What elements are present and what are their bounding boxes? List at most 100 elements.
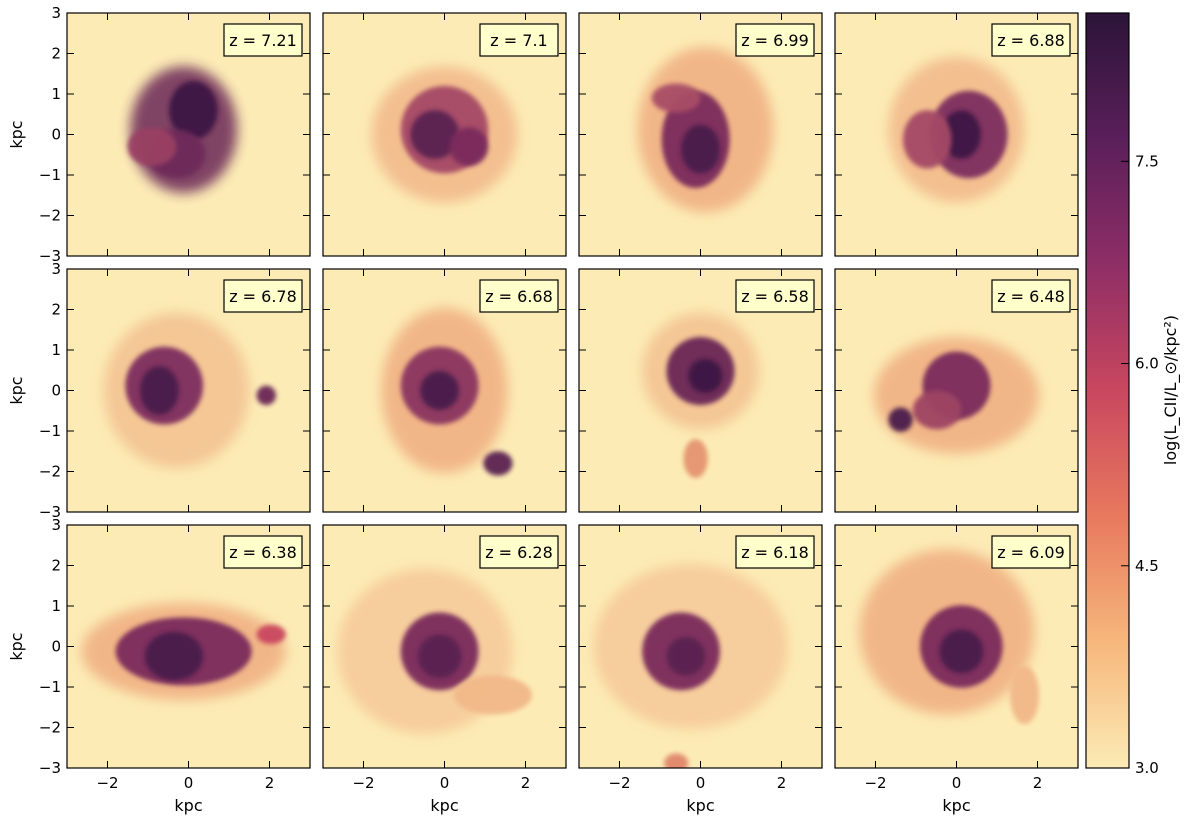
galaxy-emission: [642, 312, 759, 478]
colorbar-tick-label: 7.5: [1135, 152, 1159, 170]
emission-blob: [127, 127, 177, 167]
y-tick-label: −1: [39, 166, 61, 184]
x-tick-label: −2: [352, 774, 374, 792]
x-tick-label: −2: [96, 774, 118, 792]
y-tick-label: 2: [51, 557, 61, 575]
emission-blob: [139, 366, 179, 415]
emission-blob: [651, 83, 701, 113]
galaxy-emission: [103, 312, 276, 469]
galaxy-emission: [381, 307, 513, 476]
redshift-label-box: [735, 535, 815, 569]
y-axis-label: kpc: [7, 376, 26, 404]
galaxy-emission: [593, 563, 788, 768]
y-tick-label: 0: [51, 382, 61, 400]
colorbar-ticks: 3.0 4.5 6.0 7.5: [1121, 152, 1159, 777]
galaxy-emission: [873, 337, 1040, 454]
redshift-label-box: [735, 279, 815, 313]
colorbar-tick-label: 6.0: [1135, 355, 1159, 373]
y-axis-label: kpc: [7, 632, 26, 660]
panel-8: z = 6.48: [834, 268, 1079, 513]
y-tick-label: 3: [51, 260, 61, 278]
redshift-label: z = 6.28: [485, 543, 553, 562]
galaxy-emission: [371, 66, 518, 203]
y-tick-label: −2: [39, 719, 61, 737]
emission-blob: [417, 634, 462, 679]
panel-grid: z = 7.21 −3 −2 −1 0 1 2 3 kpc z = 7.1 z = 6.99 z = …: [7, 4, 1079, 815]
emission-blob: [888, 407, 913, 432]
panel-11: z = 6.18 −2 0 2 kpc: [578, 524, 823, 815]
x-tick-label: −2: [608, 774, 630, 792]
panel-5: z = 6.78 −3 −2 −1 0 1 2 3 kpc: [7, 260, 311, 521]
x-axis-label: kpc: [686, 796, 714, 815]
y-tick-label: −3: [39, 759, 61, 777]
x-tick-label: 2: [1033, 774, 1043, 792]
x-tick-label: 0: [184, 774, 194, 792]
panel-2: z = 7.1: [322, 12, 567, 257]
panel-6: z = 6.68: [322, 268, 567, 513]
panel-3: z = 6.99: [578, 12, 823, 257]
y-tick-label: −3: [39, 503, 61, 521]
redshift-label: z = 6.88: [997, 31, 1065, 50]
redshift-label: z = 6.78: [229, 287, 297, 306]
y-tick-label: 3: [51, 516, 61, 534]
galaxy-emission: [888, 56, 1025, 203]
emission-blob: [256, 624, 286, 645]
x-axis-label: kpc: [430, 796, 458, 815]
redshift-label: z = 6.38: [229, 543, 297, 562]
emission-blob: [666, 636, 706, 676]
y-tick-label: −2: [39, 207, 61, 225]
emission-blob: [903, 110, 952, 169]
redshift-label: z = 6.18: [741, 543, 809, 562]
emission-blob: [169, 81, 218, 140]
y-tick-label: 2: [51, 301, 61, 319]
galaxy-emission: [337, 568, 532, 734]
panel-4: z = 6.88: [834, 12, 1079, 257]
redshift-label: z = 6.68: [485, 287, 553, 306]
emission-blob: [912, 390, 962, 430]
y-tick-label: 0: [51, 126, 61, 144]
y-tick-label: −1: [39, 678, 61, 696]
colorbar-tick-label: 4.5: [1135, 557, 1159, 575]
y-tick-label: 2: [51, 45, 61, 63]
y-tick-label: 1: [51, 341, 61, 359]
redshift-label-box: [479, 279, 559, 313]
x-tick-label: 0: [440, 774, 450, 792]
emission-blob: [420, 371, 460, 410]
emission-blob: [681, 124, 720, 174]
y-axis-label: kpc: [7, 120, 26, 148]
y-tick-label: 3: [51, 4, 61, 22]
y-tick-label: −1: [39, 422, 61, 440]
emission-blob: [664, 753, 689, 768]
redshift-label-box: [479, 535, 559, 569]
redshift-label: z = 7.21: [229, 31, 297, 50]
emission-blob: [256, 385, 276, 406]
x-axis-label: kpc: [942, 796, 970, 815]
redshift-label: z = 6.99: [741, 31, 809, 50]
colorbar-tick-label: 3.0: [1135, 759, 1159, 777]
y-tick-label: 1: [51, 597, 61, 615]
redshift-label-box: [991, 535, 1071, 569]
x-tick-label: 0: [696, 774, 706, 792]
redshift-label-box: [223, 23, 303, 57]
panel-10: z = 6.28 −2 0 2 kpc: [322, 524, 567, 815]
redshift-label-box: [991, 23, 1071, 57]
y-tick-label: −2: [39, 463, 61, 481]
x-tick-label: 0: [952, 774, 962, 792]
emission-blob: [449, 127, 489, 167]
emission-blob: [1009, 665, 1040, 725]
x-tick-label: 2: [777, 774, 787, 792]
emission-blob: [683, 439, 708, 478]
y-tick-label: 1: [51, 85, 61, 103]
emission-blob: [688, 358, 723, 393]
redshift-label-box: [223, 279, 303, 313]
colorbar-gradient: [1085, 12, 1130, 769]
colorbar-label: log(L_CII/L_⊙/kpc²): [1161, 315, 1181, 465]
galaxy-emission: [81, 602, 286, 700]
y-tick-label: 0: [51, 638, 61, 656]
panel-12: z = 6.09 −2 0 2 kpc: [834, 524, 1079, 815]
y-tick-label: −3: [39, 247, 61, 265]
panel-7: z = 6.58: [578, 268, 823, 513]
panel-1: z = 7.21 −3 −2 −1 0 1 2 3 kpc: [7, 4, 311, 265]
x-tick-label: 2: [521, 774, 531, 792]
